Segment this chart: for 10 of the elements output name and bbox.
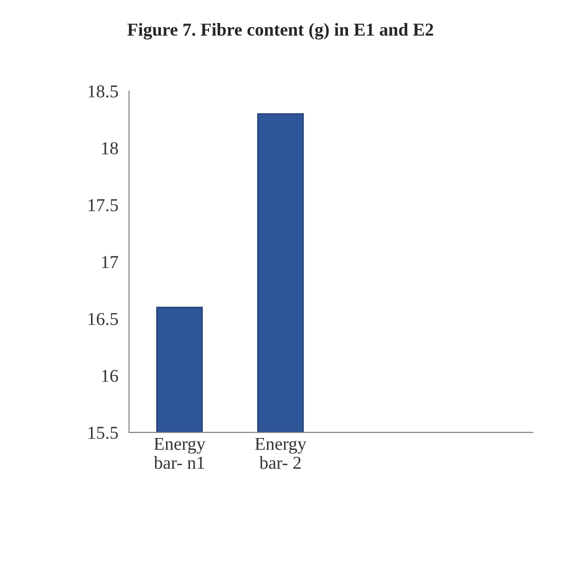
y-tick-label: 15.5 [88, 426, 118, 439]
y-tick-label: 16.5 [88, 312, 118, 326]
y-tick-label: 18.5 [88, 85, 118, 98]
chart-title: Figure 7. Fibre content (g) in E1 and E2 [127, 23, 434, 40]
x-tick-label: Energy bar- n1 [154, 438, 206, 469]
y-tick-label: 16 [102, 370, 118, 382]
y-tick-label: 17 [102, 256, 118, 268]
x-tick-label: Energy bar- 2 [255, 438, 306, 469]
y-tick-label: 17.5 [88, 199, 118, 212]
y-tick-label: 18 [102, 142, 118, 154]
